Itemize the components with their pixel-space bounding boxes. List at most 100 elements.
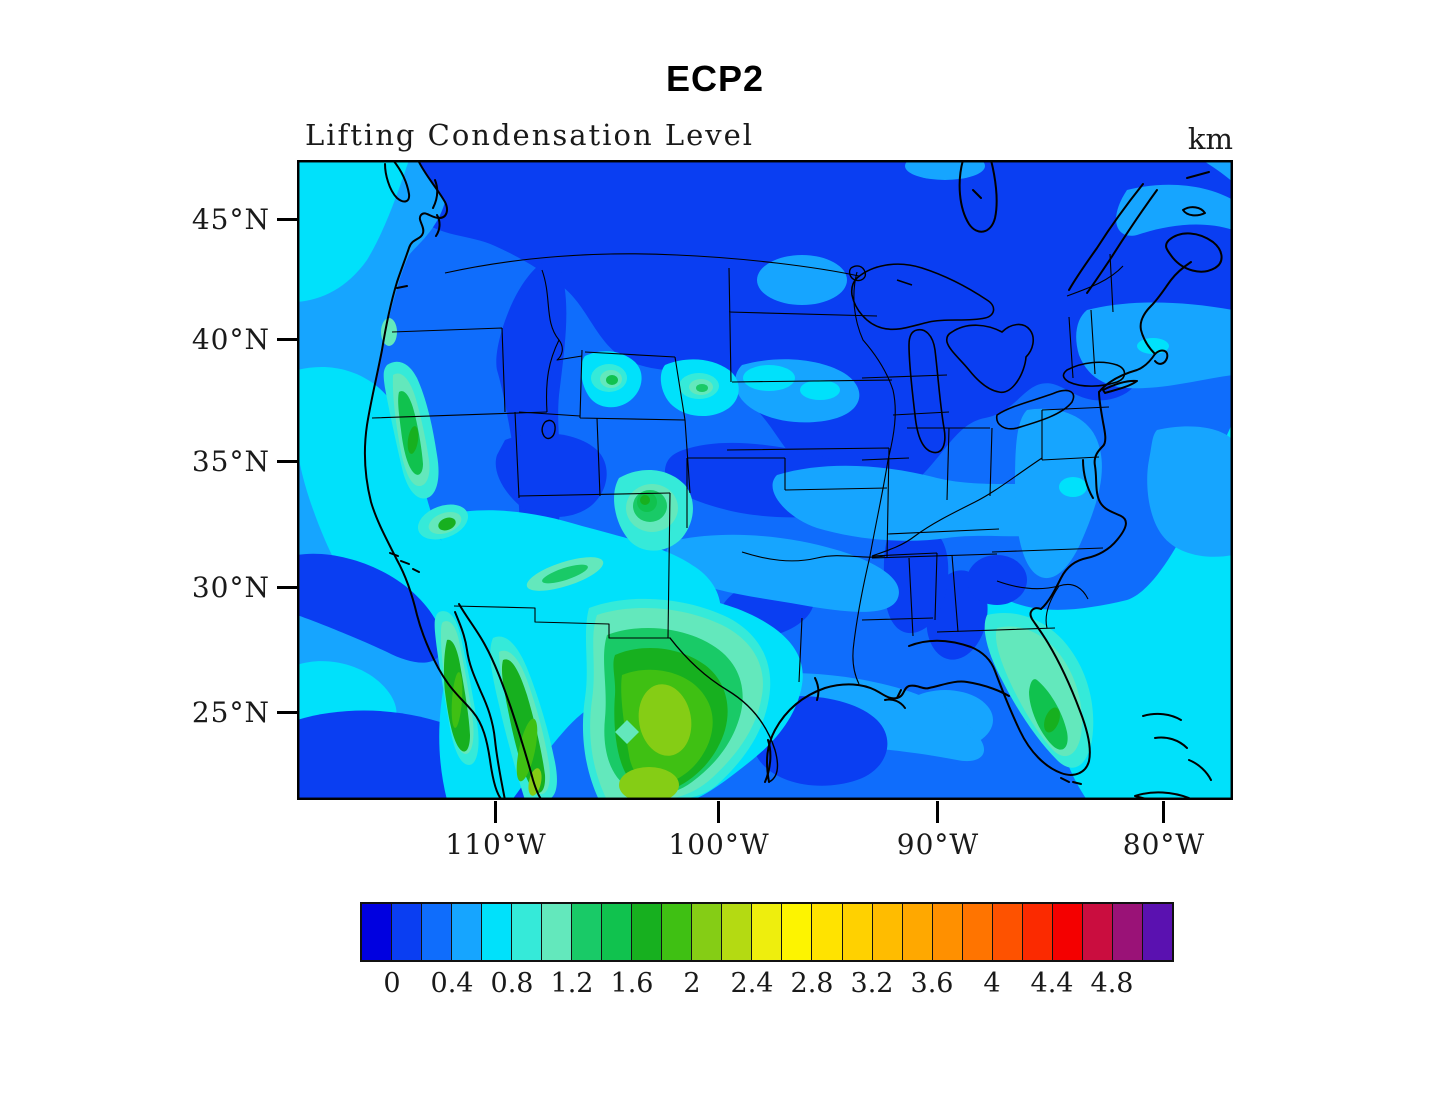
- contour-region-trinity-mint: [381, 318, 397, 346]
- contour-region-ohiovalley-light: [772, 465, 1086, 541]
- colorbar-cell: [722, 904, 753, 960]
- contour-region-eastcoast-light: [1015, 408, 1102, 579]
- contour-region-mississippi-low: [883, 522, 949, 634]
- contour-region-pacific-dark-band: [297, 553, 443, 663]
- y-tick-25n: [277, 711, 297, 714]
- colorbar-cell: [1082, 904, 1113, 960]
- colorbar-label: 2.8: [790, 968, 834, 999]
- colorbar-cell: [962, 904, 993, 960]
- contour-region-southplains-light: [666, 534, 899, 612]
- contour-region-newmexico-core: [640, 495, 650, 505]
- contour-region-socal-green: [438, 517, 456, 531]
- colorbar-cell: [392, 904, 423, 960]
- colorbar-cell: [482, 904, 513, 960]
- contour-region-sierra-core: [407, 426, 419, 454]
- colorbar-cell: [1052, 904, 1083, 960]
- colorbar: [360, 902, 1174, 962]
- colorbar-label: 4: [983, 968, 1001, 999]
- x-tick-90w: [936, 801, 939, 823]
- x-axis-label-90w: 90°W: [896, 828, 980, 861]
- colorbar-cell: [992, 904, 1023, 960]
- contour-region-atlantic-light: [1147, 426, 1233, 557]
- contour-region-ontario-light: [757, 255, 847, 305]
- colorbar-cell: [902, 904, 933, 960]
- figure-subtitle: Lifting Condensation Level: [305, 118, 755, 152]
- lcl-contour-map: [297, 160, 1233, 800]
- colorbar-cell: [572, 904, 603, 960]
- x-axis-label-110w: 110°W: [445, 828, 547, 861]
- contour-region-mexico-core-b: [619, 767, 679, 800]
- y-axis-label-45n: 45°N: [191, 203, 270, 236]
- colorbar-cell: [422, 904, 453, 960]
- y-tick-45n: [277, 218, 297, 221]
- y-axis-label-40n: 40°N: [191, 323, 270, 356]
- colorbar-cell: [662, 904, 693, 960]
- colorbar-cells: [362, 904, 1172, 960]
- colorbar-label: 3.6: [910, 968, 954, 999]
- contour-region-dakota-cyan-2: [800, 380, 840, 400]
- contour-region-southeast-cyan: [901, 422, 1233, 800]
- colorbar-cell: [1022, 904, 1053, 960]
- colorbar-cell: [842, 904, 873, 960]
- x-tick-80w: [1162, 801, 1165, 823]
- colorbar-label: 2.4: [730, 968, 774, 999]
- colorbar-label: 2: [683, 968, 701, 999]
- colorbar-label: 3.2: [850, 968, 894, 999]
- contour-region-baja-core: [451, 672, 463, 728]
- contour-region-colorado-green-2: [696, 384, 708, 392]
- colorbar-cell: [632, 904, 663, 960]
- colorbar-cell: [812, 904, 843, 960]
- x-axis-label-100w: 100°W: [668, 828, 770, 861]
- colorbar-label: 1.2: [550, 968, 594, 999]
- contour-region-rim-green: [542, 564, 588, 584]
- contour-region-mexico-hole: [615, 720, 639, 744]
- contour-region-sonora-green: [501, 659, 546, 793]
- contour-region-dakota-cyan-1: [743, 365, 795, 391]
- contour-region-north-low: [297, 160, 1233, 502]
- y-axis-label-35n: 35°N: [191, 445, 270, 478]
- colorbar-cell: [1112, 904, 1143, 960]
- colorbar-cell: [1142, 904, 1172, 960]
- colorbar-label: 1.6: [610, 968, 654, 999]
- x-tick-110w: [494, 801, 497, 823]
- colorbar-cell: [752, 904, 783, 960]
- y-tick-35n: [277, 460, 297, 463]
- contour-region-pacific-cyan-mid: [297, 366, 468, 654]
- contour-region-sonora-core: [516, 718, 538, 782]
- colorbar-label: 0.4: [430, 968, 474, 999]
- x-tick-100w: [717, 801, 720, 823]
- colorbar-cell: [872, 904, 903, 960]
- contour-region-colorado-green-1: [606, 375, 618, 385]
- colorbar-cell: [362, 904, 393, 960]
- contour-region-topedge-light: [905, 160, 985, 180]
- y-axis-label-25n: 25°N: [191, 696, 270, 729]
- x-axis-label-80w: 80°W: [1122, 828, 1206, 861]
- contour-region-georgia-low: [967, 555, 1027, 605]
- state-borders: [371, 253, 1124, 685]
- contour-region-westvirginia-cyan: [1059, 477, 1087, 497]
- colorbar-cell: [542, 904, 573, 960]
- colorbar-cell: [512, 904, 543, 960]
- colorbar-cell: [932, 904, 963, 960]
- colorbar-label: 4.8: [1090, 968, 1134, 999]
- colorbar-label: 4.4: [1030, 968, 1074, 999]
- colorbar-cell: [602, 904, 633, 960]
- y-tick-30n: [277, 586, 297, 589]
- contour-region-pacific-light: [297, 160, 503, 800]
- y-tick-40n: [277, 338, 297, 341]
- colorbar-label: 0.8: [490, 968, 534, 999]
- colorbar-cell: [452, 904, 483, 960]
- contour-region-mexico-core-a: [638, 684, 692, 756]
- map-frame: [297, 160, 1233, 800]
- figure-title: ECP2: [665, 58, 765, 99]
- units-label: km: [1187, 122, 1233, 156]
- contour-region-florida-core: [1044, 707, 1060, 733]
- y-axis-label-30n: 30°N: [191, 571, 270, 604]
- colorbar-label: 0: [383, 968, 401, 999]
- coastline: [363, 160, 1223, 800]
- contour-region-corner-light: [1202, 160, 1233, 182]
- great-lakes-outline: [850, 263, 1126, 454]
- colorbar-cell: [692, 904, 723, 960]
- colorbar-cell: [782, 904, 813, 960]
